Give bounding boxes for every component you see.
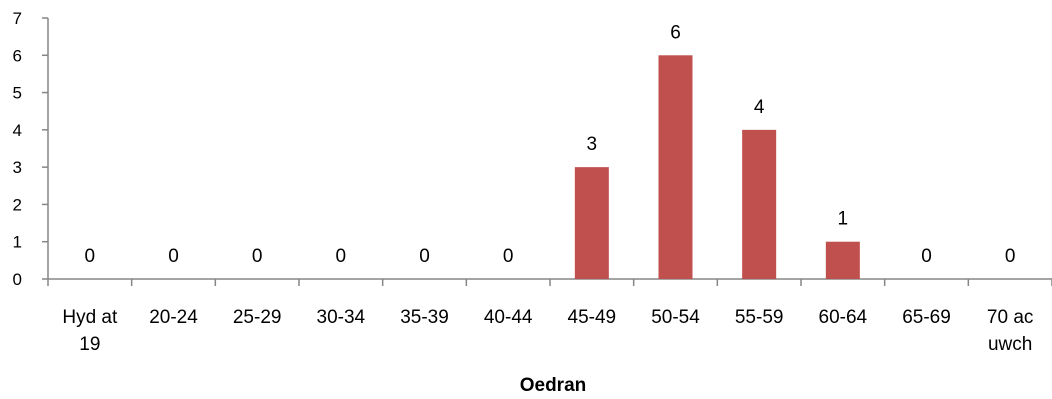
x-axis-title: Oedran — [520, 375, 587, 396]
data-label: 0 — [503, 246, 514, 267]
y-tick-label: 5 — [13, 84, 22, 103]
y-tick-label: 0 — [13, 270, 22, 289]
bar — [825, 241, 860, 279]
y-axis: 0 1 2 3 4 5 6 7 — [13, 9, 49, 289]
x-tick-label: 30-34 — [317, 307, 366, 328]
bars — [574, 55, 860, 280]
bar — [658, 55, 693, 280]
x-tick-label: Hyd at 19 — [62, 307, 118, 355]
data-label: 0 — [336, 246, 347, 267]
x-axis: Hyd at 19 20-24 25-29 30-34 35-39 40-44 45-49 50… — [47, 278, 1052, 355]
data-labels: 0 0 0 0 0 0 3 6 4 1 0 0 — [85, 22, 1016, 267]
data-label: 0 — [921, 246, 932, 267]
y-tick-label: 4 — [13, 121, 22, 140]
bar — [574, 167, 609, 279]
x-tick-label: 55-59 — [735, 307, 784, 328]
x-tick-label: 45-49 — [568, 307, 617, 328]
x-tick-label: 65-69 — [902, 307, 951, 328]
y-tick-label: 6 — [13, 46, 22, 65]
y-tick-label: 2 — [13, 195, 22, 214]
y-tick-label: 7 — [13, 9, 22, 28]
x-tick-label: 70 ac uwch — [987, 307, 1033, 355]
x-tick-label: 50-54 — [651, 307, 700, 328]
data-label: 0 — [419, 246, 430, 267]
y-tick-label: 3 — [13, 158, 22, 177]
x-tick-label: 40-44 — [484, 307, 533, 328]
x-tick-label: 20-24 — [149, 307, 198, 328]
data-label: 6 — [670, 22, 681, 43]
data-label: 4 — [754, 97, 765, 118]
data-label: 0 — [168, 246, 179, 267]
data-label: 0 — [85, 246, 96, 267]
data-label: 3 — [587, 134, 598, 155]
data-label: 0 — [1005, 246, 1016, 267]
x-tick-label: 60-64 — [819, 307, 868, 328]
bar — [742, 129, 777, 279]
x-tick-label: 35-39 — [400, 307, 449, 328]
x-tick-label: 25-29 — [233, 307, 282, 328]
data-label: 1 — [838, 209, 849, 230]
y-tick-label: 1 — [13, 233, 22, 252]
data-label: 0 — [252, 246, 263, 267]
